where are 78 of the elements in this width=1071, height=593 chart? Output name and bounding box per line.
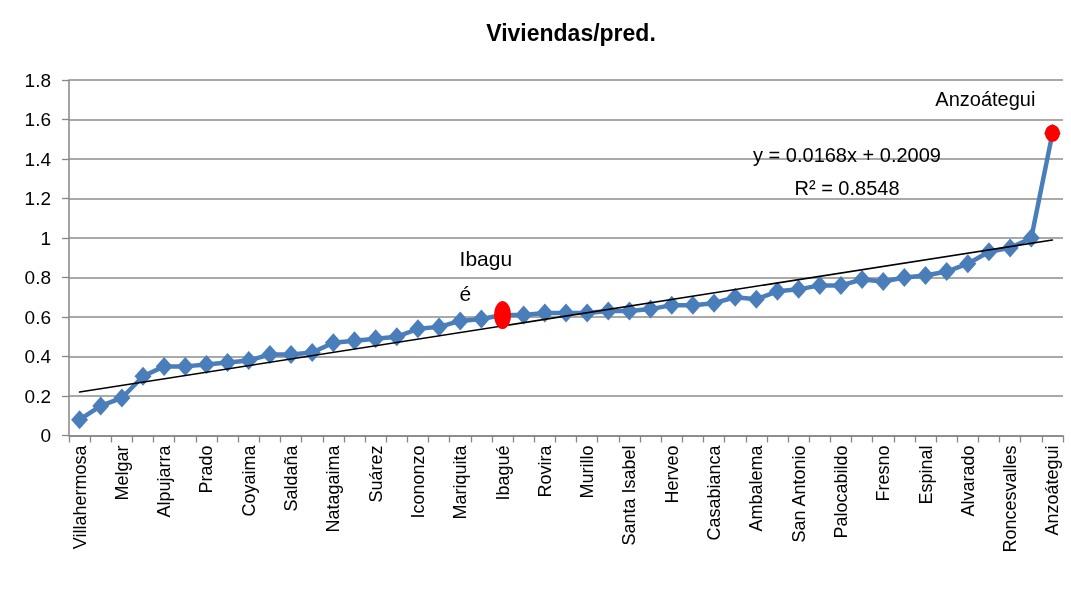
- y-tick-label: 0.4: [24, 346, 52, 367]
- point: [874, 271, 892, 291]
- point: [895, 268, 913, 287]
- point: [176, 356, 194, 376]
- x-tick-label: Palocabildo: [830, 445, 851, 539]
- point: [346, 331, 364, 351]
- x-tick-label: Coyaima: [238, 444, 259, 517]
- x-tick-label: Alpujarra: [154, 444, 175, 518]
- point: [790, 279, 808, 299]
- point: [134, 366, 152, 386]
- point: [472, 309, 490, 329]
- annotation: Ibagué: [459, 247, 513, 306]
- x-tick-label: Prado: [196, 445, 217, 494]
- point: [451, 311, 469, 331]
- x-tick-label: Rovira: [534, 444, 555, 498]
- x-tick-label: Santa Isabel: [619, 445, 640, 546]
- x-tick-label: Casabianca: [704, 444, 725, 541]
- point: [113, 388, 131, 408]
- point: [832, 275, 850, 295]
- y-tick-label: 1.8: [24, 69, 51, 91]
- x-tick-label: Herveo: [661, 445, 682, 504]
- x-tick-label: Ambalema: [746, 444, 767, 532]
- y-tick-label: 0.8: [24, 267, 51, 288]
- point: [409, 319, 427, 339]
- point: [71, 410, 89, 430]
- x-tick-label: Murillo: [577, 445, 598, 499]
- point: [430, 317, 448, 337]
- annotation: y = 0.0168x + 0.2009: [753, 144, 941, 166]
- point: [642, 299, 660, 319]
- point: [917, 266, 935, 286]
- y-tick-label: 1.4: [24, 148, 52, 170]
- point: [663, 295, 681, 315]
- point: [92, 396, 110, 416]
- y-tick-label: 0.6: [24, 306, 51, 328]
- point: [240, 350, 258, 370]
- x-tick-label: Villahermosa: [69, 444, 90, 550]
- x-tick-label: Natagaima: [323, 444, 344, 533]
- point: [324, 333, 342, 353]
- y-tick-label: 0: [40, 425, 51, 446]
- point: [219, 352, 237, 372]
- point: [282, 345, 300, 365]
- x-tick-label: Ibagué: [492, 445, 513, 501]
- y-tick-label: 1.6: [24, 109, 51, 130]
- x-tick-label: Espinal: [915, 445, 936, 505]
- point: [959, 254, 977, 274]
- point: [768, 281, 786, 301]
- x-tick-label: San Antonio: [788, 445, 809, 543]
- x-tick-label: Melgar: [111, 445, 132, 501]
- point: [853, 269, 871, 289]
- annotation: Anzoátegui: [935, 88, 1036, 111]
- x-tick-label: Roncesvalles: [1000, 445, 1021, 553]
- point: [620, 301, 638, 321]
- point: [261, 345, 279, 365]
- x-tick-label: Mariquita: [450, 444, 471, 520]
- point: [197, 354, 215, 374]
- y-tick-label: 1: [40, 227, 51, 249]
- point: [367, 329, 385, 349]
- point: [515, 305, 533, 325]
- x-tick-label: Anzoátegui: [1042, 445, 1063, 536]
- chart-title: Viviendas/pred.: [486, 19, 656, 46]
- x-tick-label: Suárez: [365, 445, 386, 503]
- x-tick-label: Saldaña: [281, 444, 302, 512]
- annotation: R² = 0.8548: [794, 177, 900, 199]
- x-tick-label: Alvarado: [957, 445, 978, 517]
- point: [938, 262, 956, 282]
- y-tick-label: 0.2: [24, 385, 51, 407]
- x-tick-label: Icononzo: [407, 445, 428, 519]
- point: [155, 356, 173, 376]
- point: [684, 295, 702, 315]
- point: [726, 287, 744, 307]
- x-tick-label: Fresno: [873, 445, 894, 502]
- point: [705, 293, 723, 313]
- point: [388, 327, 406, 347]
- point: [536, 303, 554, 323]
- y-tick-label: 1.2: [24, 188, 51, 209]
- point: [811, 275, 829, 295]
- point: [747, 289, 765, 309]
- point: [1022, 228, 1040, 248]
